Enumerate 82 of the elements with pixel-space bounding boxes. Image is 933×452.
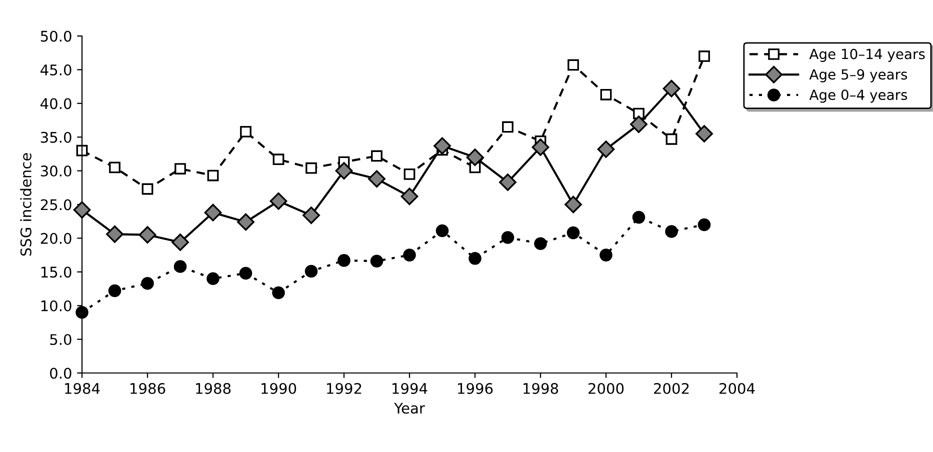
point [632,210,646,224]
point [142,183,154,195]
point [240,126,252,138]
point [106,225,124,243]
point [237,213,254,231]
point [73,201,91,219]
point [172,234,189,251]
point [499,174,516,191]
point [400,188,418,206]
point [371,150,382,162]
point [138,226,156,244]
x-tick-label: 1994 [392,382,428,394]
point [204,204,222,222]
point [174,163,186,174]
point [370,254,384,268]
legend-label: Age 10–14 years [809,48,925,62]
y-tick-label: 25.0 [40,199,72,210]
point [566,226,580,240]
point [76,144,88,156]
point [368,170,386,188]
point [338,254,350,267]
y-tick-label: 10.0 [41,300,72,312]
x-axis-title: Year [394,402,425,414]
x-tick-label: 1996 [458,382,493,394]
point [272,154,284,166]
point [141,276,154,290]
point [600,88,612,100]
point [696,125,713,142]
y-tick-label: 15.0 [41,266,72,278]
point [76,306,88,319]
point [597,140,615,158]
legend-label: Age 5–9 years [809,69,908,82]
point [502,121,514,133]
y-tick-label: 40.0 [40,98,72,110]
point [272,286,285,300]
y-tick-label: 20.0 [40,232,72,244]
x-tick-label: 2004 [720,382,755,394]
y-tick-label: 0.0 [50,368,72,379]
y-tick-label: 45.0 [40,64,72,76]
point [270,192,288,210]
x-tick-label: 2002 [654,382,689,394]
point [306,162,317,174]
point [466,148,484,166]
x-tick-label: 2000 [588,382,624,394]
point [206,272,220,286]
x-tick-label: 1988 [196,382,231,394]
point [239,266,252,280]
point [404,168,416,180]
y-tick-label: 35.0 [40,132,72,143]
point [108,284,122,298]
x-tick-label: 1990 [262,382,296,394]
x-tick-label: 1986 [130,382,166,394]
point [568,59,579,71]
x-tick-label: 1992 [327,382,362,394]
y-tick-label: 5.0 [50,334,72,346]
point [207,170,219,182]
point [698,50,710,62]
x-tick-label: 1998 [524,382,558,394]
point [335,162,353,180]
point [436,224,449,238]
point [666,133,678,145]
point [302,206,320,224]
point [630,116,648,133]
y-tick-label: 50.0 [40,30,72,42]
point [698,218,711,232]
point [403,248,416,262]
x-tick-label: 1984 [65,382,100,394]
point [501,231,514,244]
point [600,248,612,262]
point [665,225,678,238]
point [468,252,482,265]
point [304,264,318,278]
legend-label: Age 0–4 years [809,90,908,103]
point [174,260,187,273]
point [564,196,582,214]
point [109,162,120,174]
point [534,237,547,250]
point [434,137,451,155]
y-tick-label: 30.0 [40,166,72,177]
point [662,80,680,98]
point [532,138,550,156]
y-axis-title: SSG incidence [20,153,32,256]
